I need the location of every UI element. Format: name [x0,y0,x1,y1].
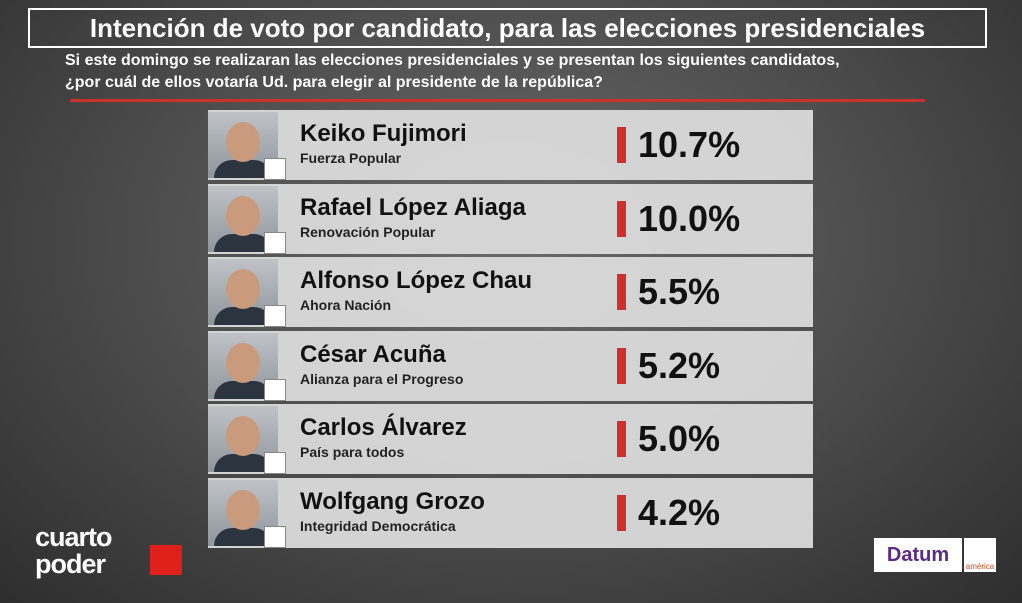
candidate-row: Keiko Fujimori Fuerza Popular 10.7% [208,110,813,180]
party-name: País para todos [300,444,405,461]
photo-body [214,160,272,178]
candidate-name: Alfonso López Chau [300,267,532,295]
photo-body [214,233,272,252]
party-logo [264,526,286,548]
photo-body [214,528,272,546]
vote-share: 5.0% [638,418,721,460]
party-name: Integridad Democrática [300,518,456,534]
pollster: Datum [874,538,962,572]
candidate-row: César Acuña Alianza para el Progreso 5.2% [208,330,813,401]
party-logo [264,158,286,180]
vote-share: 5.2% [638,344,721,386]
candidate-photo [208,332,278,399]
question-line: ¿por cuál de ellos votaría Ud. para eleg… [65,74,603,91]
candidate-photo [208,480,278,546]
candidate-photo [208,406,278,473]
brand-line: poder [35,549,106,579]
network: américa [964,538,996,572]
vote-share: 5.5% [638,271,721,313]
accent-bar [617,421,626,458]
photo-body [214,380,272,399]
accent-bar [617,200,626,237]
candidate-row: Alfonso López Chau Ahora Nación 5.5% [208,257,813,328]
question-line: Si este domingo se realizaran las elecci… [65,52,840,69]
accent-bar [617,347,626,384]
candidate-row: Carlos Álvarez País para todos 5.0% [208,404,813,475]
vote-share: 10.0% [638,197,741,239]
party-name: Fuerza Popular [300,150,402,166]
accent-bar [617,127,626,163]
party-logo [264,378,286,401]
photo-head [226,122,260,162]
party-logo [264,452,286,475]
party-name: Ahora Nación [300,297,392,314]
party-name: Alianza para el Progreso [300,370,464,387]
brand-mark [150,545,182,575]
accent-bar [617,274,626,311]
party-logo [264,305,286,328]
photo-head [226,342,260,383]
vote-share: 10.7% [638,124,741,165]
title: Intención de voto por candidato, para la… [28,8,987,48]
photo-head [226,269,260,310]
divider [70,99,925,102]
party-name: Renovación Popular [300,223,436,240]
photo-head [226,195,260,236]
accent-bar [617,495,626,531]
photo-body [214,307,272,326]
candidate-row: Wolfgang Grozo Integridad Democrática 4.2% [208,478,813,548]
photo-body [214,454,272,473]
brand-line: cuarto [35,522,113,552]
candidate-name: Wolfgang Grozo [300,488,485,515]
candidate-name: Carlos Álvarez [300,414,467,442]
candidate-photo [208,112,278,178]
photo-head [226,416,260,457]
party-logo [264,231,286,254]
candidate-name: César Acuña [300,340,446,368]
photo-head [226,490,260,530]
candidate-row: Rafael López Aliaga Renovación Popular 10.… [208,183,813,254]
candidate-name: Keiko Fujimori [300,120,467,147]
vote-share: 4.2% [638,492,721,533]
candidate-name: Rafael López Aliaga [300,193,526,221]
